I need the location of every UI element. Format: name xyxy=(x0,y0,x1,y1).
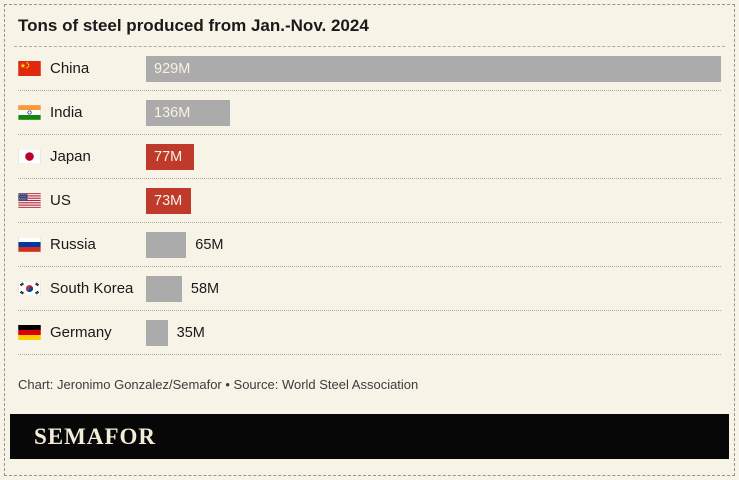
chart-row-japan: Japan 77M xyxy=(18,135,721,179)
bar-value-label: 77M xyxy=(154,148,183,165)
flag-us-icon xyxy=(18,193,41,208)
bar-track: 136M xyxy=(146,99,721,126)
flag-russia-icon xyxy=(18,237,41,252)
country-label: South Korea xyxy=(50,280,134,297)
bar-track: 929M xyxy=(146,55,721,82)
row-label-cell: Germany xyxy=(18,324,146,341)
row-label-cell: South Korea xyxy=(18,280,146,297)
row-label-cell: India xyxy=(18,104,146,121)
brand-bar: SEMAFOR xyxy=(10,414,729,459)
bar-value-label: 929M xyxy=(154,60,191,77)
bar-track: 58M xyxy=(146,275,721,302)
chart-row-us: US 73M xyxy=(18,179,721,223)
bar-track: 35M xyxy=(146,319,721,346)
chart-row-india: India 136M xyxy=(18,91,721,135)
bar-china: 929M xyxy=(146,55,721,82)
flag-germany-icon xyxy=(18,325,41,340)
row-label-cell: US xyxy=(18,192,146,209)
bar-value-label: 73M xyxy=(154,192,183,209)
page-title: Tons of steel produced from Jan.-Nov. 20… xyxy=(18,16,369,35)
chart-content: Tons of steel produced from Jan.-Nov. 20… xyxy=(4,4,735,476)
row-label-cell: Russia xyxy=(18,236,146,253)
chart-row-south-korea: South Korea 58M xyxy=(18,267,721,311)
bar-value-label: 58M xyxy=(190,280,220,297)
country-label: US xyxy=(50,192,71,209)
row-label-cell: China xyxy=(18,60,146,77)
bar-us: 73M xyxy=(146,187,192,214)
chart-rows: China 929M India 136M xyxy=(14,47,725,355)
flag-china-icon xyxy=(18,61,41,76)
bar-japan: 77M xyxy=(146,143,194,170)
chart-row-china: China 929M xyxy=(18,47,721,91)
bar-value-label: 136M xyxy=(154,104,191,121)
bar-germany xyxy=(146,319,168,346)
country-label: Russia xyxy=(50,236,96,253)
flag-india-icon xyxy=(18,105,41,120)
chart-header: Tons of steel produced from Jan.-Nov. 20… xyxy=(14,4,725,47)
semafor-logo: SEMAFOR xyxy=(34,423,156,449)
bar-value-label: 65M xyxy=(195,236,224,253)
country-label: Germany xyxy=(50,324,112,341)
chart-row-germany: Germany 35M xyxy=(18,311,721,355)
bar-south-korea xyxy=(146,275,182,302)
chart-row-russia: Russia 65M xyxy=(18,223,721,267)
bar-track: 77M xyxy=(146,143,721,170)
row-label-cell: Japan xyxy=(18,148,146,165)
flag-south-korea-icon xyxy=(18,281,41,296)
country-label: China xyxy=(50,60,90,77)
bar-track: 73M xyxy=(146,187,721,214)
bar-russia xyxy=(146,231,187,258)
bar-india: 136M xyxy=(146,99,231,126)
bar-track: 65M xyxy=(146,231,721,258)
bar-value-label: 35M xyxy=(176,324,205,341)
country-label: Japan xyxy=(50,148,91,165)
country-label: India xyxy=(50,104,83,121)
flag-japan-icon xyxy=(18,149,41,164)
chart-credit: Chart: Jeronimo Gonzalez/Semafor • Sourc… xyxy=(18,377,419,392)
